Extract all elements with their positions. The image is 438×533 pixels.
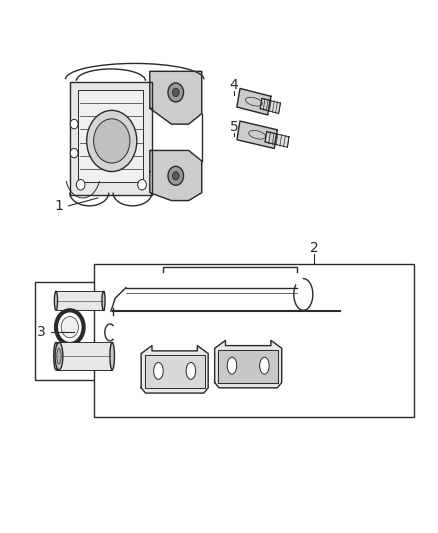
Ellipse shape [57,348,61,364]
Circle shape [138,180,146,190]
Circle shape [172,172,179,180]
Polygon shape [215,341,282,388]
Polygon shape [145,355,205,388]
Ellipse shape [55,342,63,370]
Polygon shape [78,90,143,182]
Ellipse shape [260,357,269,374]
Polygon shape [150,71,202,124]
Polygon shape [141,345,208,393]
Polygon shape [265,132,289,147]
Bar [94,264,413,417]
Bar [56,342,112,370]
Ellipse shape [186,362,196,379]
Circle shape [87,110,137,172]
Circle shape [168,166,184,185]
Polygon shape [265,132,276,144]
Text: 2: 2 [310,241,318,255]
Circle shape [168,83,184,102]
Ellipse shape [154,362,163,379]
Polygon shape [260,99,280,114]
Text: 5: 5 [230,120,239,134]
Ellipse shape [102,292,105,310]
Text: 3: 3 [37,326,46,340]
Polygon shape [237,88,271,115]
Ellipse shape [227,357,237,374]
Circle shape [172,88,179,96]
Bar [35,282,124,380]
Circle shape [70,119,78,129]
Circle shape [61,317,78,338]
Ellipse shape [54,342,58,370]
Polygon shape [150,150,202,200]
Text: 4: 4 [230,77,239,92]
Ellipse shape [54,292,57,310]
Ellipse shape [110,342,114,370]
Circle shape [76,180,85,190]
Polygon shape [237,121,277,149]
Polygon shape [260,99,270,111]
Bar [56,292,103,310]
Circle shape [70,148,78,158]
Polygon shape [70,82,152,195]
Polygon shape [218,350,278,383]
Circle shape [56,310,84,344]
Circle shape [94,119,130,163]
Text: 1: 1 [55,199,64,213]
